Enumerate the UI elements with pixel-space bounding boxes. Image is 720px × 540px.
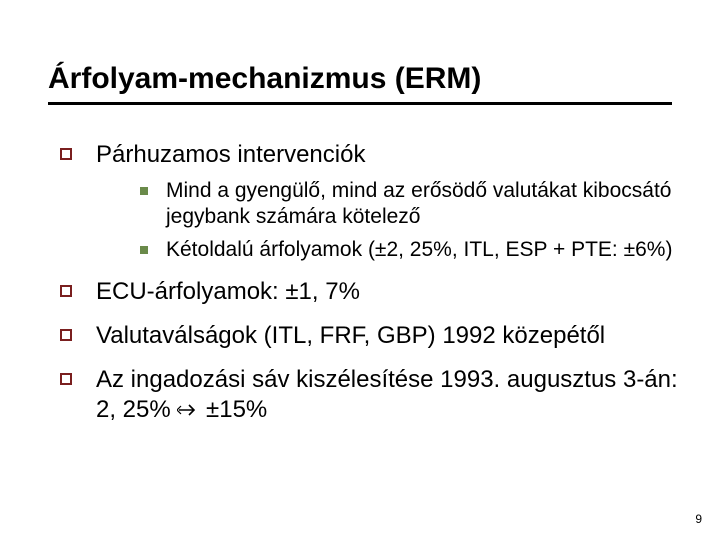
bullet-text-post: ±15% (199, 396, 267, 423)
sub-bullet-item: Kétoldalú árfolyamok (±2, 25%, ITL, ESP … (140, 237, 680, 263)
title-container: Árfolyam-mechanizmus (ERM) (48, 62, 672, 105)
bullet-list-level2: Mind a gyengülő, mind az erősödő valuták… (96, 178, 680, 263)
slide: Árfolyam-mechanizmus (ERM) Párhuzamos in… (0, 0, 720, 540)
bullet-item: ECU-árfolyamok: ±1, 7% (60, 277, 680, 307)
bullet-item: Valutaválságok (ITL, FRF, GBP) 1992 köze… (60, 321, 680, 351)
bullet-text: Valutaválságok (ITL, FRF, GBP) 1992 köze… (96, 322, 605, 349)
sub-bullet-item: Mind a gyengülő, mind az erősödő valuták… (140, 178, 680, 231)
sub-bullet-text: Kétoldalú árfolyamok (±2, 25%, ITL, ESP … (166, 238, 672, 261)
page-number: 9 (695, 512, 702, 526)
bullet-item: Párhuzamos intervenciók Mind a gyengülő,… (60, 140, 680, 263)
bullet-list-level1: Párhuzamos intervenciók Mind a gyengülő,… (60, 140, 680, 426)
bullet-text: Párhuzamos intervenciók (96, 141, 365, 168)
bullet-text: ECU-árfolyamok: ±1, 7% (96, 278, 360, 305)
sub-bullet-text: Mind a gyengülő, mind az erősödő valuták… (166, 179, 671, 228)
arrow-icon (177, 396, 199, 426)
slide-title: Árfolyam-mechanizmus (ERM) (48, 62, 672, 105)
slide-body: Párhuzamos intervenciók Mind a gyengülő,… (60, 140, 680, 440)
bullet-item: Az ingadozási sáv kiszélesítése 1993. au… (60, 365, 680, 426)
